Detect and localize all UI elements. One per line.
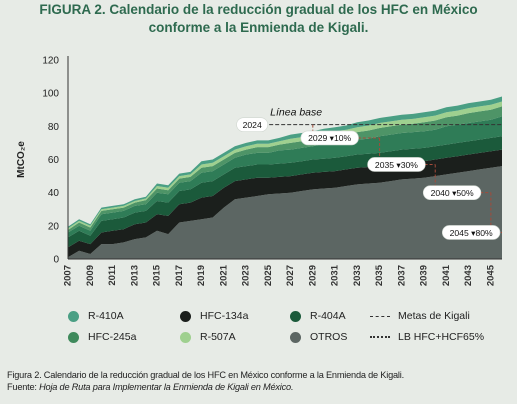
x-tick-label: 2039 [419,265,430,286]
legend-label: OTROS [310,331,348,343]
target-badge-bg [441,225,501,240]
legend-label: R-404A [310,310,346,322]
x-tick-label: 2023 [241,265,252,286]
x-tick-label: 2007 [63,265,74,286]
caption-source: Fuente: Hoja de Ruta para Implementar la… [7,381,404,393]
x-tick-label: 2019 [196,265,207,286]
x-tick-label: 2011 [107,264,118,285]
legend-swatch-dot [180,331,191,343]
area-r-410a-3 [68,116,502,238]
target-badge-label: 2029 ▾10% [308,133,351,143]
target-badge-label: 2040 ▾50% [431,188,474,198]
legend-label: R-410A [88,310,124,322]
legend-item: R-410A [68,310,124,322]
area-layers [68,96,502,259]
annotations: Línea base 2024 2029 ▾10% 2035 ▾30% 2040 ▾50… [236,107,502,240]
area-r-507a-5 [68,101,502,230]
x-tick-label: 2015 [152,264,163,286]
x-tick-label: 2013 [129,265,140,286]
figure-title-line2: conforme a la Enmienda de Kigali. [148,20,369,35]
target-badge-bg [300,130,359,146]
x-tick-label: 2037 [396,265,407,286]
legend-label: HFC-134a [200,310,249,322]
legend-label: R-507A [200,331,236,343]
stacked-area-chart: 0 20 40 60 80 100 120 2007 2009 2011 2013 2015 2017 2… [0,36,517,308]
x-tick-label: 2043 [463,265,474,286]
legend-swatch-dot [68,310,79,322]
legend-item: Metas de Kigali [370,310,470,322]
y-tick-label: 80 [48,122,60,133]
target-badge: 2024 [236,117,269,132]
y-tick-label: 40 [48,188,60,199]
legend-item: HFC-245a [68,331,136,343]
target-badge-label: 2045 ▾80% [450,228,493,238]
x-tick-label: 2033 [352,265,363,286]
target-badge: 2035 ▾30% [367,157,426,172]
y-tick-label: 120 [42,56,59,67]
area-hfc-134a-1 [68,149,502,258]
caption-line1: Figura 2. Calendario de la reducción gra… [7,370,404,380]
x-tick-label: 2017 [174,265,185,286]
x-tick-label: 2009 [85,265,96,286]
axes: 0 20 40 60 80 100 120 2007 2009 2011 2013 2015 2017 2… [16,56,502,286]
target-badge-bg [422,185,482,200]
legend-item: OTROS [290,331,347,343]
y-tick-label: 100 [42,89,59,100]
area-r-404a-2 [68,136,502,248]
legend-label: LB HFC+HCF65% [398,331,485,343]
x-tick-label: 2041 [441,264,452,286]
area-otros-0 [68,166,502,259]
figure-title-line1: FIGURA 2. Calendario de la reducción gra… [39,2,478,17]
legend-item: R-404A [290,310,346,322]
legend-label: Metas de Kigali [398,310,470,322]
legend-item: R-507A [180,331,236,343]
target-badge-label: 2024 [243,120,262,130]
x-tick-label: 2021 [218,264,229,286]
legend-swatch-dot [180,310,191,322]
x-tick-label: 2035 [374,264,385,286]
target-badge-bg [367,157,426,172]
x-tick-label: 2029 [307,265,318,286]
area-r-410a-6 [68,96,502,229]
y-tick-label: 0 [53,255,59,266]
source-text: Hoja de Ruta para Implementar la Enmiend… [39,382,294,392]
area-hfc-245a-4 [68,106,502,233]
x-tick-label: 2045 [485,264,496,286]
legend-item: LB HFC+HCF65% [370,331,484,343]
target-badge: 2029 ▾10% [300,130,359,146]
figure-title: FIGURA 2. Calendario de la reducción gra… [0,0,517,36]
legend-swatch-dot [290,331,301,343]
target-badge-label: 2035 ▾30% [375,160,418,170]
target-badge: 2045 ▾80% [441,225,501,240]
legend-swatch-dot [290,310,301,322]
y-tick-label: 20 [48,221,60,232]
legend-swatch-dashed-line [370,315,390,317]
y-tick-label: 60 [48,155,60,166]
legend-label: HFC-245a [88,331,137,343]
source-prefix: Fuente: [7,382,40,392]
target-badge: 2040 ▾50% [422,185,482,200]
legend-swatch-dot [68,331,79,343]
x-tick-label: 2025 [263,264,274,286]
legend-swatch-dotted-line [370,336,390,338]
x-tick-label: 2027 [285,265,296,286]
baseline-label: Línea base [270,107,322,119]
y-axis-label: MtCO₂e [16,141,27,178]
figure-caption: Figura 2. Calendario de la reducción gra… [7,369,404,393]
legend-item: HFC-134a [180,310,248,322]
target-badge-bg [236,117,269,132]
x-tick-label: 2031 [330,264,341,286]
